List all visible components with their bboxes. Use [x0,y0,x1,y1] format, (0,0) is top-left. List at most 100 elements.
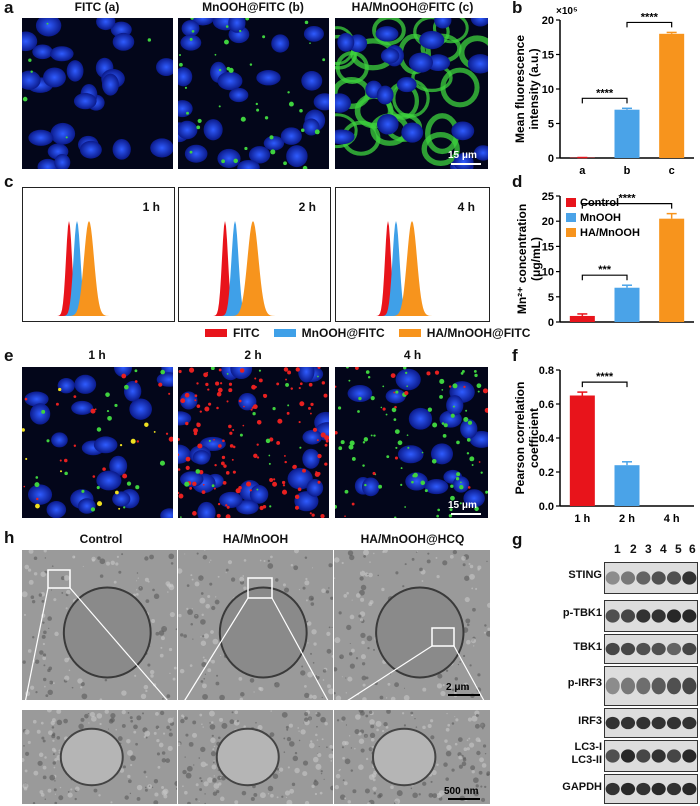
blot-band [666,716,682,730]
panel-letter-g: g [512,530,523,549]
significance-label: **** [641,11,659,23]
x-tick-label: c [669,165,675,177]
x-tick-label: 1 h [574,513,590,525]
blot-band [651,749,666,763]
tem-scale-bar-top [448,694,480,696]
blot-band [682,716,697,730]
tem-ha-mnooh-hcq-zoom [334,710,490,804]
significance-bracket [581,381,628,388]
panel-letter-d: d [512,172,523,191]
blot-band [636,677,651,695]
y-tick-label: 20 [542,15,554,27]
blot-band [636,749,651,763]
blot-lc3 [604,740,698,772]
blot-band [666,642,682,656]
blot-band [682,749,697,763]
bar [659,218,685,322]
legend-swatch [566,198,576,207]
chart-f: 0.0 0.2 0.4 0.6 0.8 1 h 2 h 4 h **** Pearson corr… [513,365,694,525]
y-axis-label: Mean fluorescence [513,35,527,143]
y-tick-label: 0 [548,317,554,329]
cell-nuclei [178,18,329,169]
blot-band [636,642,651,656]
flow-histogram-4h: 4 h [335,187,490,322]
y-tick-label: 15 [542,241,554,253]
tem-scale-bar-bottom-label: 500 nm [444,786,479,797]
ha-mnooh-fitc-confocal-image [335,18,488,169]
band-label-lc3-i: LC3-I [574,741,603,753]
flow-peaks-4h [340,221,485,316]
y-tick-label: 0.2 [539,467,554,479]
lane-3: 3 [645,542,652,556]
band-label-irf3: IRF3 [578,715,602,727]
tem-texture [334,710,490,804]
blot-band [682,571,697,585]
tem-texture [178,550,333,700]
y-axis-label: coefficient [527,408,541,468]
y-tick-label: 10 [542,267,554,279]
x-tick-label: 4 h [664,513,680,525]
legend-label: Control [580,197,619,209]
cell-nuclei [335,367,488,518]
band-label-p-irf3: p-IRF3 [567,677,602,689]
tem-texture [22,710,177,804]
legend-mnooh-fitc-label: MnOOH@FITC [301,326,385,340]
blot-bands [605,782,697,796]
legend-item-fitc: FITC [205,326,260,340]
panel-letter-f: f [512,346,518,365]
significance-label: **** [618,193,636,205]
significance-bracket [581,203,673,209]
flow-histogram-1h: 1 h [22,187,175,322]
blot-p-irf3 [604,666,698,706]
band-label-lc3-ii: LC3-II [571,754,602,766]
flow-time-4h: 4 h [457,200,475,214]
blot-band [636,571,651,585]
y-multiplier: ×10⁵ [556,6,578,17]
x-tick-label: 2 h [619,513,635,525]
bar [569,395,595,506]
y-tick-label: 20 [542,216,554,228]
flow-peak-2 [27,221,170,316]
blot-band [666,749,682,763]
blot-band [651,782,666,796]
scale-bar-a-label: 15 μm [448,150,477,161]
tem-ha-mnooh-overview [178,550,333,700]
blot-band [620,571,636,585]
flow-histogram-2h: 2 h [178,187,331,322]
blot-band [605,716,620,730]
blot-tbk1 [604,634,698,664]
blot-band [605,571,620,585]
coloc-image-4h [335,367,488,518]
blot-gapdh [604,774,698,804]
fitc-confocal-image [22,18,173,169]
blot-bands [605,677,697,695]
flow-peak-2 [340,221,485,316]
tem-scale-bar-bottom [448,798,480,800]
blot-band [666,782,682,796]
blot-sting [604,562,698,594]
y-axis-label: intensity (a.u.) [527,48,541,129]
legend-fitc-label: FITC [233,326,260,340]
panel-letter-c: c [4,172,14,191]
panel-a-title-2: MnOOH@FITC (b) [202,0,304,14]
lane-4: 4 [660,542,667,556]
legend-ha-mnooh-fitc-label: HA/MnOOH@FITC [426,326,531,340]
blot-bands [605,609,697,623]
y-axis-label: Pearson correlation [513,382,527,495]
tem-scale-bar-top-label: 2 μm [446,682,470,693]
flow-peaks-2h [183,221,326,316]
cell-nuclei [335,18,488,169]
blot-band [605,642,620,656]
panel-e-title-1h: 1 h [88,348,106,362]
lane-2: 2 [630,542,637,556]
significance-label: **** [596,87,614,99]
blot-band [620,782,636,796]
blot-band [636,716,651,730]
tem-title-control: Control [79,532,123,546]
blot-band [682,677,697,695]
panel-e-title-4h: 4 h [403,348,422,362]
band-label-tbk1: TBK1 [573,641,602,653]
y-tick-label: 25 [542,191,554,203]
y-axis-label: Mn²⁺ concentration [515,204,529,314]
legend-item-ha-mnooh-fitc: HA/MnOOH@FITC [398,326,531,340]
